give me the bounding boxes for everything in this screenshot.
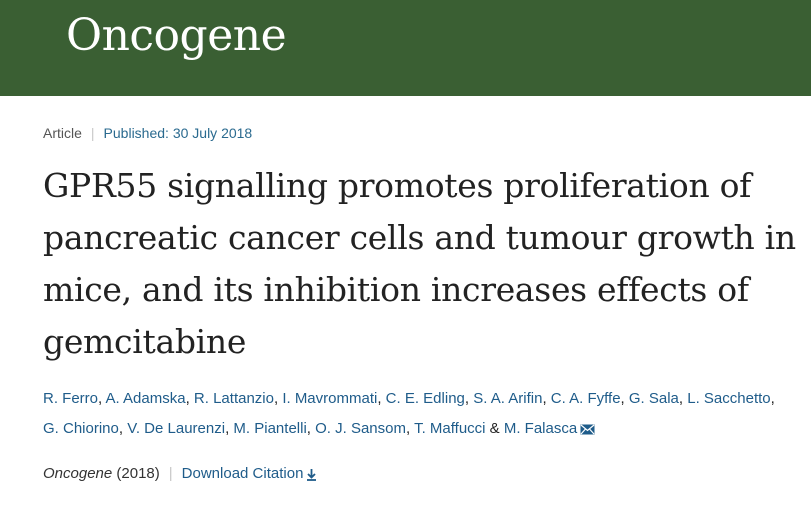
author-link[interactable]: O. J. Sansom <box>315 420 406 437</box>
download-icon <box>307 468 317 481</box>
author-link[interactable]: R. Lattanzio <box>193 390 274 407</box>
article-title: GPR55 signalling promotes proliferation … <box>43 166 796 361</box>
author-link[interactable]: A. Adamska <box>105 390 186 407</box>
article-meta: Article | Published: 30 July 2018 <box>43 124 252 142</box>
author-link[interactable]: L. Sacchetto <box>687 390 771 407</box>
author-list: R. Ferro, A. Adamska, R. Lattanzio, I. M… <box>43 390 775 437</box>
mail-icon[interactable] <box>580 424 595 435</box>
citation-line: Oncogene (2018) | Download Citation <box>43 464 317 484</box>
citation-year: (2018) <box>116 465 160 482</box>
citation-divider: | <box>168 465 173 482</box>
download-citation-link[interactable]: Download Citation <box>182 465 318 482</box>
citation-journal: Oncogene <box>43 465 113 482</box>
author-link[interactable]: T. Maffucci <box>414 420 486 437</box>
meta-divider: | <box>90 125 95 141</box>
author-link[interactable]: I. Mavrommati <box>282 390 378 407</box>
journal-logo[interactable]: Oncogene <box>66 10 287 61</box>
author-link[interactable]: C. A. Fyffe <box>550 390 621 407</box>
article-type: Article <box>43 125 82 141</box>
author-link[interactable]: C. E. Edling <box>385 390 465 407</box>
author-link[interactable]: S. A. Arifin <box>473 390 543 407</box>
author-link[interactable]: M. Falasca <box>503 420 578 437</box>
author-link[interactable]: M. Piantelli <box>233 420 307 437</box>
journal-banner: Oncogene <box>0 0 811 96</box>
author-link[interactable]: V. De Laurenzi <box>127 420 226 437</box>
author-link[interactable]: G. Chiorino <box>43 420 119 437</box>
author-link[interactable]: R. Ferro <box>43 390 99 407</box>
author-link[interactable]: G. Sala <box>628 390 679 407</box>
download-citation-label: Download Citation <box>181 465 304 482</box>
published-date: Published: 30 July 2018 <box>103 125 253 141</box>
